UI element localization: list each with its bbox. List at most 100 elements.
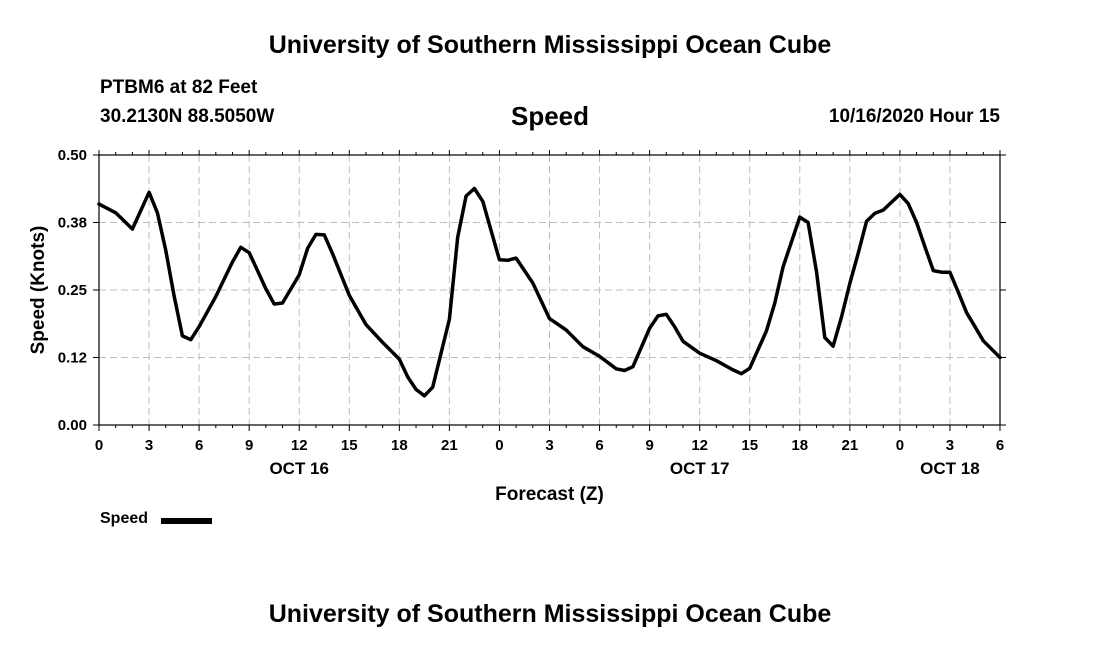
x-tick-label: 3 [145, 437, 153, 454]
speed-data-point [164, 248, 167, 252]
speed-data-point [681, 340, 685, 343]
speed-data-point [156, 211, 159, 214]
speed-data-point [473, 187, 476, 190]
y-axis-label: Speed (Knots) [28, 226, 49, 355]
speed-data-point [348, 294, 351, 297]
speed-data-point [564, 328, 568, 332]
speed-data-point [306, 247, 309, 250]
speed-data-point [189, 338, 192, 341]
speed-data-point [581, 345, 585, 348]
speed-data-point [298, 273, 301, 277]
speed-data-point [231, 260, 234, 264]
speed-data-point [423, 394, 426, 398]
speed-data-point [498, 258, 501, 261]
speed-data-point [615, 367, 618, 371]
y-tick-label: 0.38 [58, 215, 87, 232]
speed-data-point [698, 351, 701, 355]
speed-data-point [398, 357, 401, 361]
speed-data-point [740, 372, 743, 375]
y-tick-label: 0.00 [58, 417, 87, 434]
x-axis-label: Forecast (Z) [495, 484, 604, 505]
speed-data-point [865, 220, 868, 223]
speed-data-point [147, 191, 151, 194]
speed-data-point [823, 336, 827, 339]
speed-data-point [915, 221, 918, 224]
speed-data-point [907, 202, 910, 205]
speed-data-point [464, 194, 468, 198]
x-tick-label: 9 [245, 437, 253, 454]
station-label: PTBM6 at 82 Feet [100, 77, 258, 98]
speed-data-point [965, 311, 968, 314]
top-title: University of Southern Mississippi Ocean… [268, 31, 832, 59]
x-tick-label: 15 [741, 437, 758, 454]
x-tick-label: 15 [341, 437, 358, 454]
speed-data-point [247, 251, 251, 254]
date-label: OCT 16 [269, 459, 329, 478]
speed-data-point [715, 359, 718, 362]
speed-data-point [481, 200, 484, 203]
speed-data-point [898, 193, 902, 196]
x-tick-label: 12 [291, 437, 308, 454]
speed-data-point [281, 301, 284, 305]
x-tick-label: 0 [495, 437, 503, 454]
speed-data-point [765, 329, 768, 333]
speed-data-point [256, 269, 259, 272]
speed-data-point [940, 270, 943, 274]
speed-data-point [131, 227, 134, 231]
speed-data-point [331, 252, 334, 256]
speed-data-point [856, 252, 860, 255]
speed-data-point [948, 270, 952, 274]
speed-data-point [506, 259, 509, 262]
x-tick-label: 21 [441, 437, 458, 454]
speed-data-point [882, 208, 885, 212]
speed-data-point [272, 302, 276, 306]
speed-data-point [656, 314, 660, 318]
x-tick-label: 21 [841, 437, 858, 454]
speed-data-point [531, 281, 535, 285]
speed-data-point [840, 315, 843, 319]
speed-data-point [781, 265, 785, 268]
speed-data-point [806, 221, 810, 224]
speed-data-point [406, 375, 409, 379]
speed-data-point [197, 325, 201, 328]
legend-label: Speed [100, 510, 149, 527]
speed-data-point [982, 339, 985, 342]
speed-data-point [323, 233, 326, 237]
speed-data-point [648, 327, 651, 330]
speed-data-point [172, 294, 176, 298]
date-label: OCT 17 [670, 459, 730, 478]
speed-data-point [548, 317, 551, 320]
speed-data-point [381, 341, 384, 344]
speed-data-point [748, 367, 751, 370]
speed-data-point [998, 356, 1002, 359]
speed-data-point [598, 355, 601, 358]
speed-data-point [731, 368, 735, 372]
x-tick-label: 6 [996, 437, 1004, 454]
speed-data-point [831, 344, 835, 348]
speed-data-point [798, 215, 801, 219]
x-tick-label: 0 [95, 437, 103, 454]
y-tick-label: 0.12 [58, 350, 87, 367]
speed-data-point [514, 256, 518, 260]
x-tick-label: 0 [896, 437, 904, 454]
speed-data-point [957, 290, 960, 294]
speed-data-point [114, 211, 117, 214]
speed-data-point [181, 334, 184, 338]
x-tick-label: 3 [545, 437, 553, 454]
x-tick-label: 18 [791, 437, 808, 454]
x-tick-label: 6 [595, 437, 603, 454]
legend-line-swatch [161, 518, 212, 524]
date-label: OCT 18 [920, 459, 980, 478]
speed-data-point [773, 301, 776, 305]
speed-data-point [364, 323, 368, 326]
bottom-title: University of Southern Mississippi Ocean… [268, 600, 832, 628]
x-tick-label: 18 [391, 437, 408, 454]
speed-data-point [431, 386, 434, 389]
speed-data-point [631, 365, 635, 368]
chart-heading: Speed [510, 101, 590, 131]
speed-data-point [448, 317, 451, 321]
x-tick-label: 12 [691, 437, 708, 454]
speed-data-point [873, 212, 877, 215]
speed-data-point [673, 325, 676, 328]
